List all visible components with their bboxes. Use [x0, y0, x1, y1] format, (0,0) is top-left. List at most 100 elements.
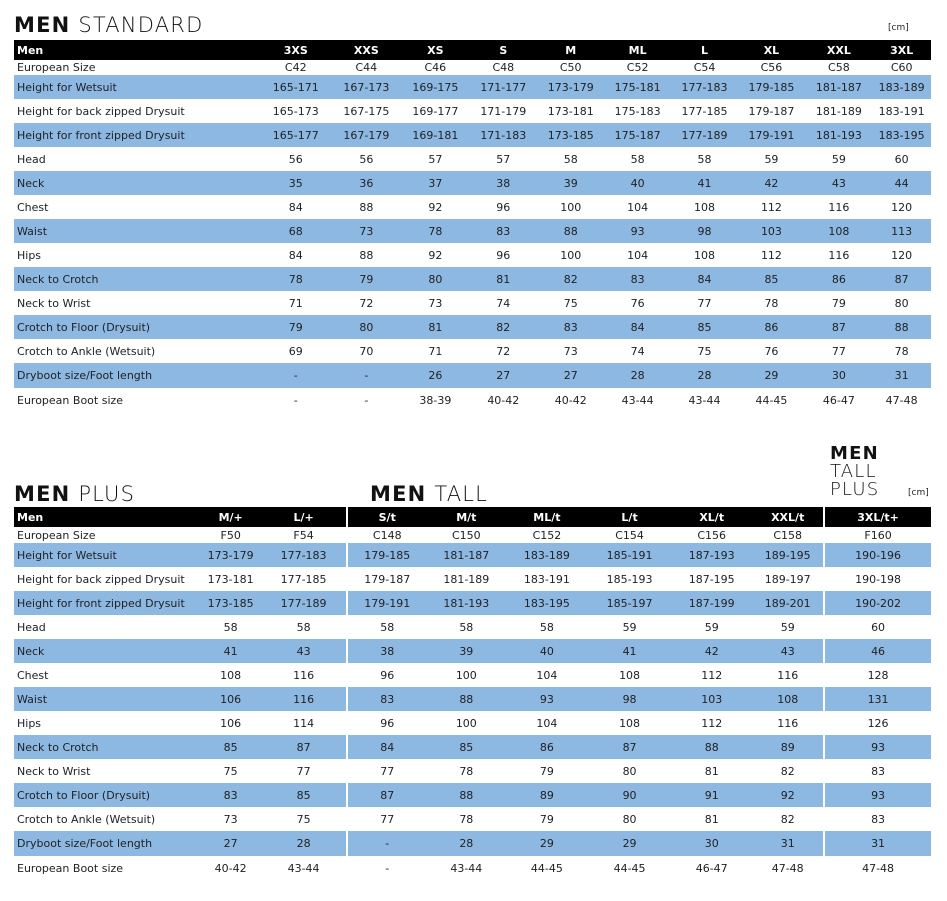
table-cell: 58: [261, 615, 348, 639]
table-cell: 44-45: [587, 856, 672, 880]
table-cell: 92: [752, 783, 826, 807]
table-cell: 40: [505, 639, 588, 663]
table-cell: 30: [805, 363, 873, 388]
table-cell: 77: [805, 339, 873, 363]
row-label: European Size: [14, 527, 200, 543]
table-cell: 73: [537, 339, 604, 363]
table-cell: 44: [872, 171, 931, 195]
table-cell: 81: [468, 267, 538, 291]
size-header: XXS: [330, 40, 402, 60]
table-cell: 77: [346, 759, 427, 783]
table-cell: 108: [805, 219, 873, 243]
size-header: L/t: [587, 507, 672, 527]
size-header: ML/t: [505, 507, 588, 527]
table-cell: 43: [805, 171, 873, 195]
header-label: Men: [14, 40, 261, 60]
table-cell: 68: [260, 219, 331, 243]
size-header: XXL: [805, 40, 873, 60]
table-cell: 173-179: [537, 75, 604, 99]
table-cell: 26: [401, 363, 469, 388]
table-cell: 177-189: [671, 123, 738, 147]
table-cell: 73: [330, 219, 402, 243]
table-cell: 112: [671, 663, 753, 687]
table-cell: F160: [824, 527, 931, 543]
table-cell: 75: [671, 339, 738, 363]
table-cell: 93: [505, 687, 588, 711]
table-row: Crotch to Floor (Drysuit) 79 80 81 82 83 84 85 8…: [14, 315, 931, 339]
table-row: Head 58 58 58 58 58 59 59 59 60: [14, 615, 931, 639]
table-cell: 185-197: [587, 591, 672, 615]
table-cell: 171-177: [468, 75, 538, 99]
table-cell: 83: [824, 807, 931, 831]
table-cell: 38: [468, 171, 538, 195]
table-cell: 43: [752, 639, 826, 663]
table-cell: 82: [537, 267, 604, 291]
table-cell: 59: [805, 147, 873, 171]
table-cell: C54: [671, 60, 738, 75]
table-cell: C44: [330, 60, 402, 75]
table-cell: 71: [260, 291, 331, 315]
table-cell: 79: [805, 291, 873, 315]
row-label: Waist: [14, 219, 261, 243]
table-cell: 114: [261, 711, 348, 735]
table-cell: 175-183: [603, 99, 672, 123]
table-cell: 47-48: [824, 856, 931, 880]
table-cell: 79: [505, 807, 588, 831]
table-cell: 179-187: [737, 99, 806, 123]
table-cell: 35: [260, 171, 331, 195]
table-cell: -: [330, 363, 402, 388]
table-cell: 106: [199, 687, 262, 711]
table-cell: 44-45: [505, 856, 588, 880]
table-cell: C148: [346, 527, 427, 543]
table-cell: 87: [805, 315, 873, 339]
table-cell: 181-193: [426, 591, 506, 615]
row-label: Neck to Wrist: [14, 291, 261, 315]
table-cell: 28: [426, 831, 506, 856]
table-cell: 72: [330, 291, 402, 315]
table-cell: 47-48: [752, 856, 826, 880]
size-header: L: [671, 40, 738, 60]
table-cell: C58: [805, 60, 873, 75]
table-cell: 73: [401, 291, 469, 315]
table-cell: C60: [872, 60, 931, 75]
table-cell: 187-195: [671, 567, 753, 591]
table-cell: 57: [401, 147, 469, 171]
table-cell: 73: [199, 807, 262, 831]
table-cell: 58: [537, 147, 604, 171]
table-cell: 108: [587, 711, 672, 735]
table-cell: 116: [805, 195, 873, 219]
table-cell: 181-187: [426, 543, 506, 567]
table-row: Height for back zipped Drysuit 173-181 177…: [14, 567, 931, 591]
table-cell: 28: [671, 363, 738, 388]
table-cell: 75: [199, 759, 262, 783]
table-cell: 78: [426, 759, 506, 783]
table-cell: 116: [805, 243, 873, 267]
table-cell: 96: [468, 243, 538, 267]
table-cell: 46: [824, 639, 931, 663]
table-cell: 86: [805, 267, 873, 291]
table-cell: 116: [752, 663, 826, 687]
table-row: Crotch to Ankle (Wetsuit) 73 75 77 78 79 80 81 8…: [14, 807, 931, 831]
table-cell: 46-47: [671, 856, 753, 880]
table-cell: 175-187: [603, 123, 672, 147]
table-cell: 167-173: [330, 75, 402, 99]
table-cell: 179-191: [737, 123, 806, 147]
standard-unit: [cm]: [888, 23, 909, 33]
table-cell: 169-181: [401, 123, 469, 147]
tall-title-light: TALL: [434, 482, 489, 506]
size-header: 3XL/t+: [824, 507, 931, 527]
table-cell: 173-185: [199, 591, 262, 615]
table-cell: 82: [752, 807, 826, 831]
table-cell: 75: [537, 291, 604, 315]
table-row: Height for Wetsuit 173-179 177-183 179-185 1…: [14, 543, 931, 567]
table-cell: 103: [671, 687, 753, 711]
table-cell: 190-196: [824, 543, 931, 567]
table-cell: 187-199: [671, 591, 753, 615]
table-cell: 108: [199, 663, 262, 687]
table-cell: 89: [752, 735, 826, 759]
table-row: Crotch to Ankle (Wetsuit) 69 70 71 72 73 74 75 7…: [14, 339, 931, 363]
row-label: European Boot size: [14, 388, 261, 412]
table-cell: 103: [737, 219, 806, 243]
table-cell: 29: [587, 831, 672, 856]
table-cell: 183-191: [872, 99, 931, 123]
